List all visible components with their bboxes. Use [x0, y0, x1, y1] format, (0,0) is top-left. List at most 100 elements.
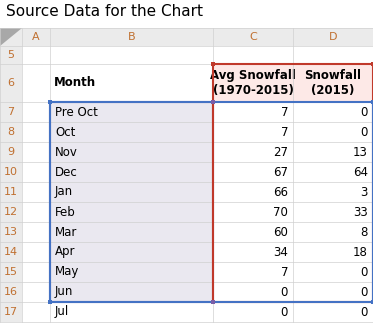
Text: Mar: Mar — [55, 225, 77, 238]
Bar — [293, 64, 373, 102]
Text: 12: 12 — [4, 207, 18, 217]
Text: A: A — [32, 32, 40, 42]
Bar — [213, 262, 293, 282]
Bar — [0, 162, 22, 182]
Bar — [0, 302, 22, 322]
Bar — [293, 46, 373, 64]
Bar — [293, 162, 373, 182]
Bar — [0, 222, 22, 242]
Bar — [213, 64, 293, 102]
Text: Feb: Feb — [55, 205, 76, 218]
Text: 6: 6 — [7, 78, 15, 88]
Text: Source Data for the Chart: Source Data for the Chart — [6, 4, 203, 19]
Text: 0: 0 — [361, 266, 368, 279]
Bar — [50, 102, 373, 302]
Text: 0: 0 — [361, 286, 368, 299]
Bar — [22, 242, 50, 262]
Bar — [0, 122, 22, 142]
Text: 5: 5 — [7, 50, 15, 60]
Bar — [22, 142, 50, 162]
Bar — [0, 64, 22, 102]
Bar — [50, 142, 213, 162]
Bar — [0, 46, 22, 64]
Text: 8: 8 — [7, 127, 15, 137]
Bar — [48, 300, 52, 304]
Text: 11: 11 — [4, 187, 18, 197]
Bar — [0, 182, 22, 202]
Bar — [22, 222, 50, 242]
Bar — [50, 46, 213, 64]
Bar — [48, 300, 52, 304]
Text: 15: 15 — [4, 267, 18, 277]
Bar — [293, 262, 373, 282]
Polygon shape — [0, 28, 22, 46]
Bar — [371, 300, 373, 304]
Bar — [50, 302, 213, 322]
Bar — [22, 202, 50, 222]
Text: May: May — [55, 266, 79, 279]
Bar — [0, 142, 22, 162]
Bar — [293, 122, 373, 142]
Bar — [371, 300, 373, 304]
Bar — [293, 102, 373, 122]
Bar — [211, 300, 215, 304]
Text: 33: 33 — [353, 205, 368, 218]
Bar — [22, 262, 50, 282]
Text: D: D — [329, 32, 337, 42]
Text: Jan: Jan — [55, 185, 73, 198]
Bar — [50, 122, 213, 142]
Bar — [293, 202, 373, 222]
Text: 7: 7 — [280, 266, 288, 279]
Text: 0: 0 — [361, 306, 368, 319]
Bar — [22, 102, 50, 122]
Text: 16: 16 — [4, 287, 18, 297]
Bar — [22, 182, 50, 202]
Text: 8: 8 — [361, 225, 368, 238]
Text: Apr: Apr — [55, 245, 75, 259]
Bar — [50, 102, 213, 122]
Text: Jun: Jun — [55, 286, 73, 299]
Text: Pre Oct: Pre Oct — [55, 106, 98, 119]
Bar — [211, 62, 215, 66]
Text: Nov: Nov — [55, 146, 78, 159]
Bar — [0, 202, 22, 222]
Bar — [371, 62, 373, 66]
Bar — [213, 242, 293, 262]
Bar — [50, 64, 213, 102]
Text: 9: 9 — [7, 147, 15, 157]
Text: 13: 13 — [4, 227, 18, 237]
Text: 7: 7 — [280, 106, 288, 119]
Text: 34: 34 — [273, 245, 288, 259]
Text: Avg Snowfall
(1970-2015): Avg Snowfall (1970-2015) — [210, 69, 296, 97]
Bar — [293, 142, 373, 162]
Text: 17: 17 — [4, 307, 18, 317]
Bar — [50, 162, 213, 182]
Bar — [22, 122, 50, 142]
Bar — [50, 182, 213, 202]
Text: 7: 7 — [280, 126, 288, 139]
Bar — [22, 282, 50, 302]
Bar — [213, 302, 293, 322]
Text: Jul: Jul — [55, 306, 69, 319]
Text: 0: 0 — [280, 306, 288, 319]
Text: 7: 7 — [7, 107, 15, 117]
Bar — [22, 162, 50, 182]
Bar — [0, 242, 22, 262]
Bar — [213, 202, 293, 222]
Bar — [213, 122, 293, 142]
Text: Dec: Dec — [55, 166, 78, 178]
Text: 10: 10 — [4, 167, 18, 177]
Text: 66: 66 — [273, 185, 288, 198]
Bar — [50, 102, 213, 302]
Bar — [0, 262, 22, 282]
Text: C: C — [249, 32, 257, 42]
Text: B: B — [128, 32, 135, 42]
Text: 13: 13 — [353, 146, 368, 159]
Bar — [213, 64, 373, 302]
Text: Snowfall
(2015): Snowfall (2015) — [304, 69, 361, 97]
Bar — [211, 300, 215, 304]
Text: 0: 0 — [361, 106, 368, 119]
Bar — [213, 142, 293, 162]
Text: 0: 0 — [361, 126, 368, 139]
Bar — [293, 182, 373, 202]
